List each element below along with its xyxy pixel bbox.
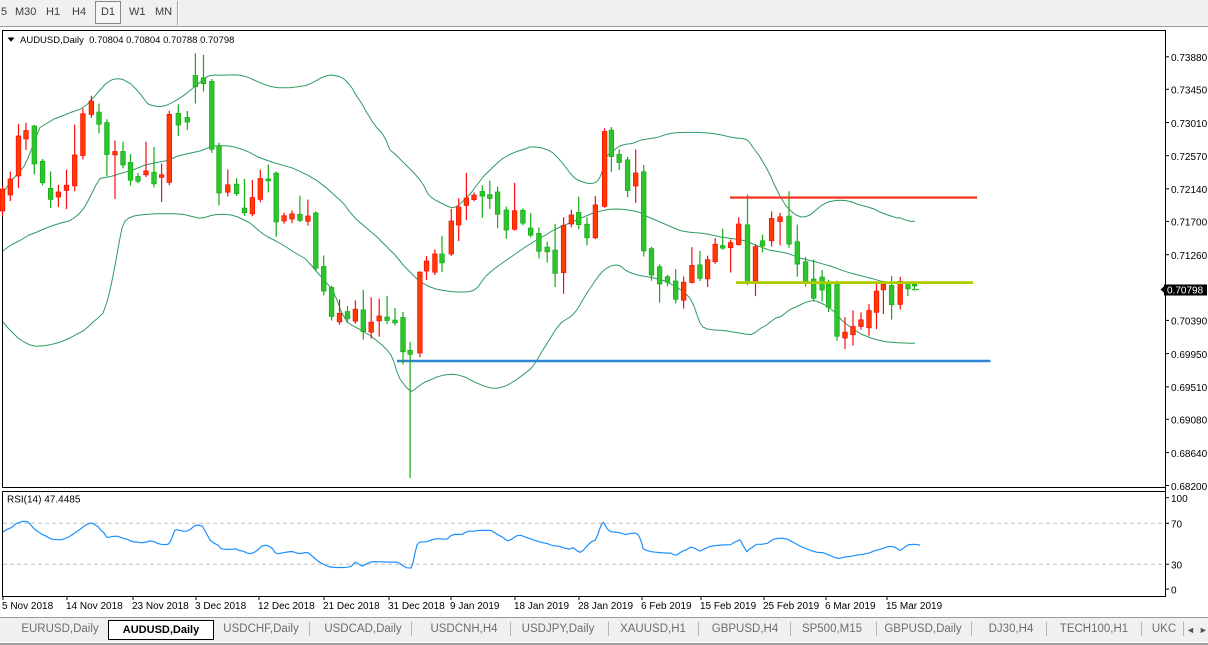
svg-text:18 Jan 2019: 18 Jan 2019 <box>514 601 569 612</box>
svg-text:0.72570: 0.72570 <box>1171 152 1208 163</box>
svg-text:23 Nov 2018: 23 Nov 2018 <box>132 601 189 612</box>
svg-text:0.68640: 0.68640 <box>1171 449 1208 460</box>
svg-text:0.69950: 0.69950 <box>1171 350 1208 361</box>
svg-text:6 Mar 2019: 6 Mar 2019 <box>825 601 876 612</box>
svg-text:0.71260: 0.71260 <box>1171 251 1208 262</box>
svg-text:0.73450: 0.73450 <box>1171 86 1208 97</box>
svg-text:RSI(14) 47.4485: RSI(14) 47.4485 <box>7 495 81 506</box>
svg-text:0.72140: 0.72140 <box>1171 185 1208 196</box>
svg-text:30: 30 <box>1171 561 1183 572</box>
svg-text:3 Dec 2018: 3 Dec 2018 <box>195 601 247 612</box>
svg-text:0.69510: 0.69510 <box>1171 383 1208 394</box>
svg-text:0: 0 <box>1171 585 1177 596</box>
svg-text:70: 70 <box>1171 520 1183 531</box>
svg-text:14 Nov 2018: 14 Nov 2018 <box>66 601 123 612</box>
svg-text:0.70798: 0.70798 <box>1167 285 1204 296</box>
svg-text:0.73010: 0.73010 <box>1171 119 1208 130</box>
svg-text:100: 100 <box>1171 494 1188 505</box>
svg-text:28 Jan 2019: 28 Jan 2019 <box>578 601 633 612</box>
svg-text:5 Nov 2018: 5 Nov 2018 <box>2 601 54 612</box>
svg-text:0.70390: 0.70390 <box>1171 317 1208 328</box>
svg-text:21 Dec 2018: 21 Dec 2018 <box>323 601 380 612</box>
svg-text:0.73880: 0.73880 <box>1171 53 1208 64</box>
svg-text:0.71700: 0.71700 <box>1171 218 1208 229</box>
svg-text:15 Mar 2019: 15 Mar 2019 <box>886 601 943 612</box>
svg-text:12 Dec 2018: 12 Dec 2018 <box>258 601 315 612</box>
svg-text:0.69080: 0.69080 <box>1171 416 1208 427</box>
svg-text:15 Feb 2019: 15 Feb 2019 <box>700 601 757 612</box>
svg-text:AUDUSD,Daily 0.70804 0.70804: AUDUSD,Daily 0.70804 0.70804 0.70788 0.7… <box>20 35 234 46</box>
svg-text:25 Feb 2019: 25 Feb 2019 <box>763 601 820 612</box>
svg-text:0.68200: 0.68200 <box>1171 482 1208 493</box>
svg-text:31 Dec 2018: 31 Dec 2018 <box>388 601 445 612</box>
svg-text:6 Feb 2019: 6 Feb 2019 <box>641 601 692 612</box>
svg-text:9 Jan 2019: 9 Jan 2019 <box>450 601 500 612</box>
